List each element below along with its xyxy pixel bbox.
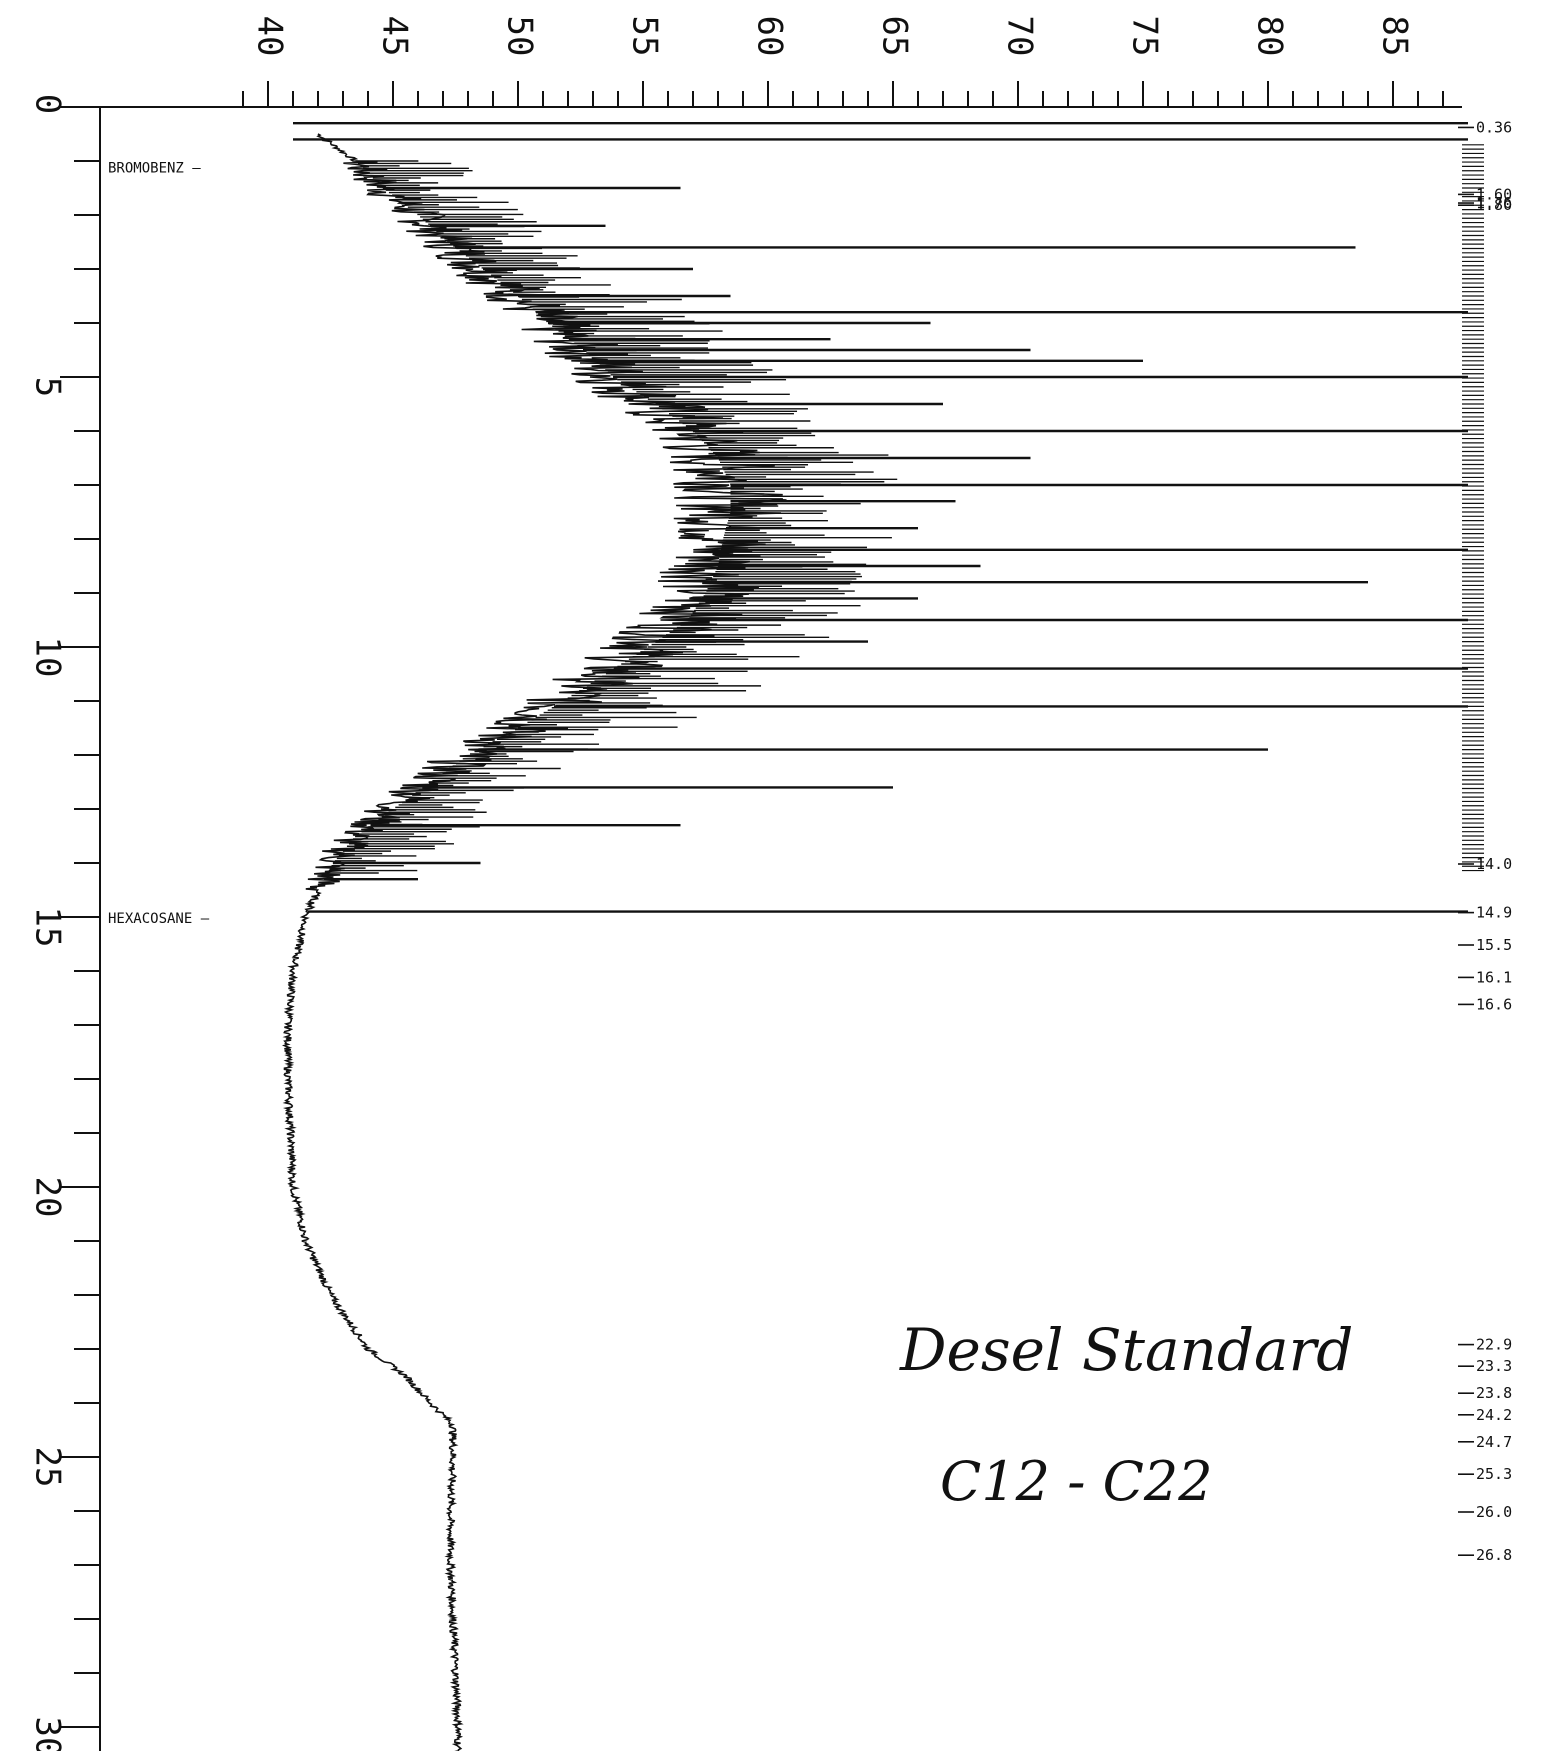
- retention-time-label: 15.5: [1476, 936, 1512, 954]
- time-axis-label: 5: [28, 377, 68, 397]
- response-axis-label: 80: [1250, 16, 1290, 57]
- response-axis-label: 70: [1000, 16, 1040, 57]
- retention-time-label: 26.0: [1476, 1503, 1512, 1521]
- response-axis-label: 45: [375, 16, 415, 57]
- compound-marker-label: BROMOBENZ —: [108, 160, 201, 176]
- retention-time-label: 24.2: [1476, 1406, 1512, 1424]
- retention-time-label: 16.6: [1476, 995, 1512, 1013]
- response-axis-label: 85: [1375, 16, 1415, 57]
- retention-time-label: 16.1: [1476, 968, 1512, 986]
- compound-marker-label: HEXACOSANE —: [108, 911, 210, 927]
- retention-time-label: 1.76: [1476, 194, 1512, 212]
- response-axis-label: 50: [500, 16, 540, 57]
- time-axis-label: 25: [28, 1447, 68, 1488]
- retention-time-label: 14.9: [1476, 904, 1512, 922]
- retention-time-label: 22.9: [1476, 1336, 1512, 1354]
- retention-time-label: 25.3: [1476, 1465, 1512, 1483]
- retention-time-label: 1.80: [1476, 196, 1512, 214]
- response-axis-label: 60: [750, 16, 790, 57]
- retention-time-label: 26.8: [1476, 1546, 1512, 1564]
- time-axis-label: 0: [28, 94, 68, 114]
- retention-time-label: 14.0: [1476, 855, 1512, 873]
- labels-layer: BROMOBENZ — HEXACOSANE —: [108, 160, 210, 927]
- response-axis-label: 65: [875, 16, 915, 57]
- annotation-line-1: Desel Standard: [899, 1316, 1353, 1384]
- axes-layer: 40 45 50 55 60 65 70 75 80 85 0 5 10 15 20 25 30: [28, 16, 1462, 1751]
- retention-time-label: 23.3: [1476, 1357, 1512, 1375]
- annotation-line-2: C12 - C22: [940, 1450, 1213, 1513]
- time-axis-label: 10: [28, 637, 68, 678]
- response-axis-label: 55: [625, 16, 665, 57]
- handwritten-annotation: Desel Standard C12 - C22: [899, 1316, 1353, 1513]
- baseline-trace: [281, 133, 787, 1751]
- response-axis-label: 40: [250, 16, 290, 57]
- time-axis-label: 30: [28, 1717, 68, 1751]
- retention-time-label: 23.8: [1476, 1384, 1512, 1402]
- baseline-layer: [281, 133, 787, 1751]
- time-axis-label: 15: [28, 907, 68, 948]
- peaks-layer: [293, 121, 1468, 913]
- retention-time-label: 0.36: [1476, 118, 1512, 136]
- response-axis-label: 75: [1125, 16, 1165, 57]
- retention-time-list: 0.36 1.761.601.80 14.0 14.9 15.5 16.1 16.6 22.9…: [1458, 118, 1512, 1564]
- retention-time-label: 24.7: [1476, 1433, 1512, 1451]
- time-axis-label: 20: [28, 1177, 68, 1218]
- retention-time-label: 1.60: [1476, 185, 1512, 203]
